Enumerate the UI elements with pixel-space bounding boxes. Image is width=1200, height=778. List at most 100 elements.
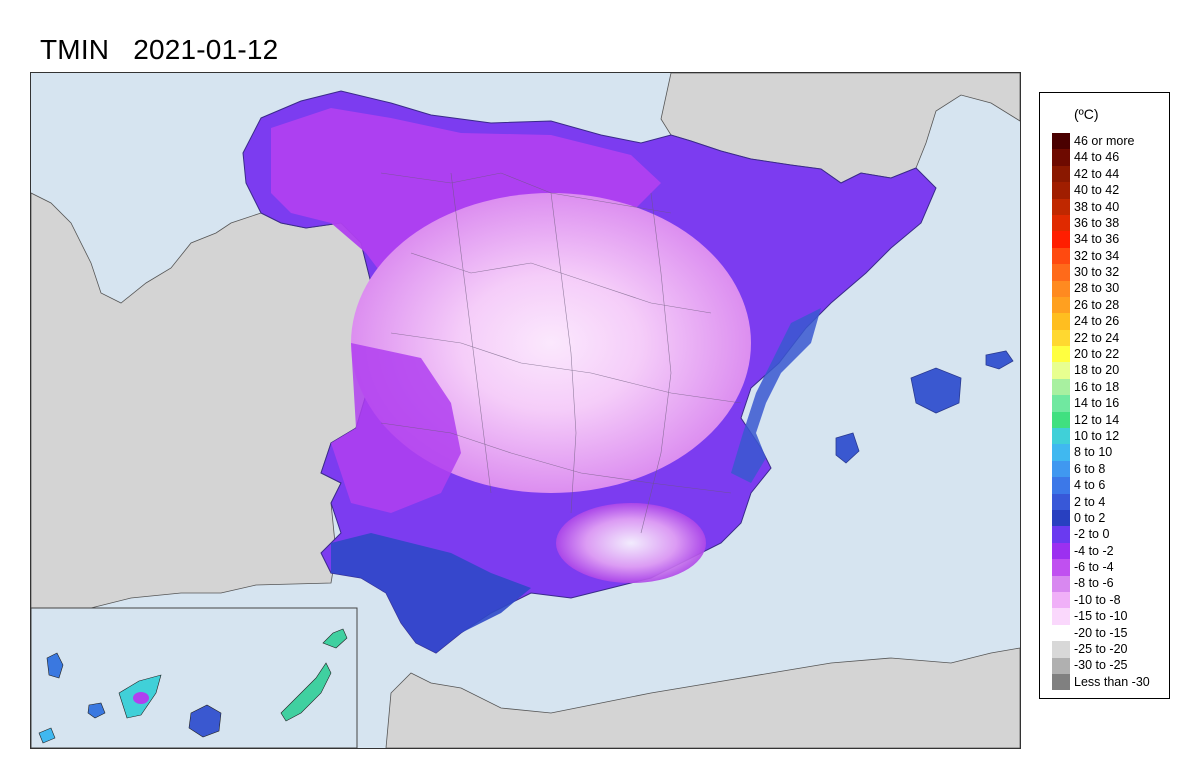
legend-label: 4 to 6 <box>1074 478 1106 493</box>
legend-item: 6 to 8 <box>1052 460 1150 478</box>
legend-label: 24 to 26 <box>1074 314 1120 329</box>
fuerteventura <box>280 662 332 722</box>
legend-item: -15 to -10 <box>1052 608 1150 625</box>
legend-swatch <box>1052 428 1070 445</box>
legend-unit: (ºC) <box>1074 106 1099 122</box>
legend-item: 34 to 36 <box>1052 231 1150 248</box>
legend-label: 8 to 10 <box>1074 445 1113 460</box>
legend-swatch <box>1052 591 1070 609</box>
legend-label: 12 to 14 <box>1074 412 1120 427</box>
legend-swatch <box>1052 657 1070 674</box>
legend-swatch <box>1052 460 1070 478</box>
legend-item: -8 to -6 <box>1052 575 1150 592</box>
legend-label: 6 to 8 <box>1074 461 1106 476</box>
legend-swatch <box>1052 231 1070 248</box>
legend-label: 0 to 2 <box>1074 510 1106 525</box>
legend-item: 0 to 2 <box>1052 509 1150 527</box>
province-boundaries <box>380 172 742 534</box>
legend-swatch <box>1052 624 1070 642</box>
legend-label: -20 to -15 <box>1074 625 1128 640</box>
legend-swatch <box>1052 673 1070 691</box>
legend-item: -10 to -8 <box>1052 591 1150 609</box>
legend-swatch <box>1052 378 1070 396</box>
legend-item: 40 to 42 <box>1052 182 1150 199</box>
legend-swatch <box>1052 509 1070 527</box>
legend-swatch <box>1052 395 1070 412</box>
legend-label: 16 to 18 <box>1074 379 1120 394</box>
legend-item: 46 or more <box>1052 133 1150 150</box>
map-title: TMIN 2021-01-12 <box>40 34 278 66</box>
legend-item: 20 to 22 <box>1052 346 1150 363</box>
legend-label: 38 to 40 <box>1074 199 1120 214</box>
legend-swatch <box>1052 296 1070 314</box>
legend-label: -4 to -2 <box>1074 543 1114 558</box>
legend-label: 42 to 44 <box>1074 166 1120 181</box>
ibiza <box>835 432 860 464</box>
legend-label: 26 to 28 <box>1074 297 1120 312</box>
legend-item: 30 to 32 <box>1052 264 1150 281</box>
legend-swatch <box>1052 477 1070 494</box>
tmin-zone-northwest <box>271 108 661 273</box>
legend-swatch <box>1052 198 1070 215</box>
legend-swatch <box>1052 165 1070 183</box>
legend-swatch <box>1052 264 1070 281</box>
legend-item: 44 to 46 <box>1052 149 1150 166</box>
legend-label: -6 to -4 <box>1074 560 1114 575</box>
legend-swatch <box>1052 346 1070 363</box>
spain-tmin-map <box>31 73 1020 748</box>
legend-swatch <box>1052 444 1070 461</box>
canary-islands-inset <box>31 607 358 748</box>
legend-item: -20 to -15 <box>1052 624 1150 642</box>
legend-label: -30 to -25 <box>1074 658 1128 673</box>
legend-swatch <box>1052 247 1070 265</box>
legend-swatch <box>1052 526 1070 543</box>
legend-swatch <box>1052 313 1070 330</box>
teide-peak <box>133 692 149 704</box>
legend-label: 36 to 38 <box>1074 215 1120 230</box>
legend-swatch <box>1052 214 1070 232</box>
legend-label: 2 to 4 <box>1074 494 1106 509</box>
legend-label: 28 to 30 <box>1074 281 1120 296</box>
legend-label: Less than -30 <box>1074 674 1150 689</box>
legend-swatch <box>1052 182 1070 199</box>
legend-label: 44 to 46 <box>1074 150 1120 165</box>
legend-label: -15 to -10 <box>1074 609 1128 624</box>
legend-label: 34 to 36 <box>1074 232 1120 247</box>
legend-item: 12 to 14 <box>1052 411 1150 429</box>
legend-item: 28 to 30 <box>1052 280 1150 297</box>
legend-label: 40 to 42 <box>1074 183 1120 198</box>
legend-label: 32 to 34 <box>1074 248 1120 263</box>
legend-item: 2 to 4 <box>1052 493 1150 510</box>
lanzarote <box>322 628 348 649</box>
legend-swatch <box>1052 575 1070 592</box>
tmin-zone-south-coast <box>331 533 531 653</box>
legend-list: 46 or more 44 to 46 42 to 44 40 to 42 38 to … <box>1052 133 1150 691</box>
la-palma <box>46 652 64 679</box>
legend-label: 46 or more <box>1074 133 1135 148</box>
legend-swatch <box>1052 133 1070 150</box>
el-hierro <box>38 727 56 744</box>
tmin-zone-southeast <box>556 503 706 583</box>
tmin-zone-east-coast <box>731 308 821 483</box>
legend-item: -2 to 0 <box>1052 526 1150 543</box>
legend-swatch <box>1052 559 1070 576</box>
map-panel <box>30 72 1021 749</box>
legend-item: 10 to 12 <box>1052 428 1150 445</box>
legend-swatch <box>1052 149 1070 166</box>
legend-item: -30 to -25 <box>1052 657 1150 674</box>
legend-item: 8 to 10 <box>1052 444 1150 461</box>
legend-item: 26 to 28 <box>1052 296 1150 314</box>
tmin-zone-west <box>331 343 461 513</box>
legend-item: 32 to 34 <box>1052 247 1150 265</box>
legend-label: 10 to 12 <box>1074 428 1120 443</box>
legend-swatch <box>1052 493 1070 510</box>
legend-swatch <box>1052 608 1070 625</box>
legend-item: -25 to -20 <box>1052 641 1150 658</box>
legend-label: -8 to -6 <box>1074 576 1114 591</box>
title-date: 2021-01-12 <box>133 34 279 65</box>
legend-swatch <box>1052 542 1070 560</box>
legend-swatch <box>1052 411 1070 429</box>
legend-item: 14 to 16 <box>1052 395 1150 412</box>
title-variable: TMIN <box>40 34 110 65</box>
legend-label: 20 to 22 <box>1074 347 1120 362</box>
